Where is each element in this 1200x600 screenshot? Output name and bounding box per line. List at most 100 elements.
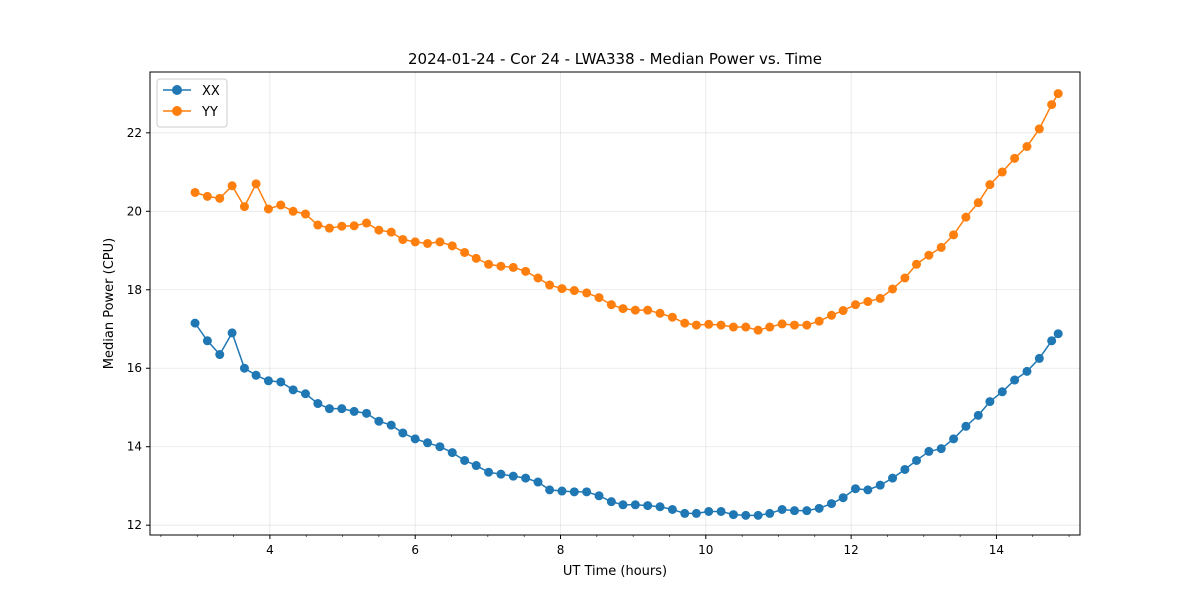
data-point-yy [912, 259, 922, 269]
data-point-yy [802, 320, 812, 330]
data-point-xx [1034, 353, 1044, 363]
data-point-yy [398, 235, 408, 245]
data-point-xx [484, 467, 494, 477]
data-point-xx [337, 404, 347, 414]
data-point-yy [777, 319, 787, 329]
data-point-xx [900, 464, 910, 474]
x-tick-label: 10 [698, 543, 713, 557]
y-tick-label: 16 [127, 361, 142, 375]
data-point-xx [863, 485, 873, 495]
data-point-yy [582, 288, 592, 298]
data-point-xx [251, 370, 261, 380]
data-point-yy [753, 325, 763, 335]
data-point-yy [716, 320, 726, 330]
data-point-xx [276, 377, 286, 387]
data-point-yy [374, 225, 384, 235]
data-point-yy [630, 305, 640, 315]
data-point-yy [606, 300, 616, 310]
data-point-xx [386, 420, 396, 430]
data-point-yy [251, 179, 261, 189]
data-point-yy [349, 221, 359, 231]
data-point-xx [973, 410, 983, 420]
data-point-xx [594, 491, 604, 501]
data-point-yy [936, 242, 946, 252]
data-point-xx [349, 406, 359, 416]
data-point-yy [496, 261, 506, 271]
data-point-yy [985, 180, 995, 190]
data-point-yy [460, 247, 470, 257]
data-point-xx [288, 385, 298, 395]
data-point-yy [410, 237, 420, 247]
series-layer [190, 89, 1063, 520]
data-point-xx [789, 506, 799, 516]
data-point-yy [949, 230, 959, 240]
series-yy [190, 89, 1063, 335]
data-point-xx [362, 408, 372, 418]
data-point-yy [961, 212, 971, 222]
data-point-xx [521, 473, 531, 483]
data-point-yy [618, 304, 628, 314]
grid [150, 72, 1080, 535]
data-point-xx [471, 461, 481, 471]
data-point-yy [888, 284, 898, 294]
data-point-xx [997, 387, 1007, 397]
data-point-xx [508, 471, 518, 481]
data-point-xx [936, 444, 946, 454]
x-tick-label: 6 [411, 543, 419, 557]
data-point-xx [618, 500, 628, 510]
data-point-yy [362, 218, 372, 228]
x-tick-label: 14 [989, 543, 1004, 557]
data-point-yy [643, 305, 653, 315]
data-point-xx [398, 428, 408, 438]
chart-title: 2024-01-24 - Cor 24 - LWA338 - Median Po… [408, 50, 822, 68]
data-point-xx [190, 318, 200, 328]
data-point-yy [324, 223, 334, 233]
data-point-yy [765, 322, 775, 332]
data-point-xx [410, 434, 420, 444]
data-point-yy [924, 250, 934, 260]
data-point-yy [508, 262, 518, 272]
data-point-yy [1010, 153, 1020, 163]
data-point-xx [239, 363, 249, 373]
y-tick-label: 20 [127, 204, 142, 218]
data-point-xx [680, 508, 690, 518]
data-point-xx [728, 510, 738, 520]
x-tick-label: 4 [266, 543, 274, 557]
legend-marker-yy [172, 106, 182, 116]
data-point-yy [239, 202, 249, 212]
data-point-yy [1022, 142, 1032, 152]
data-point-xx [545, 485, 555, 495]
data-point-yy [827, 310, 837, 320]
data-point-xx [582, 487, 592, 497]
data-point-xx [777, 505, 787, 514]
data-point-yy [288, 206, 298, 216]
data-point-xx [716, 506, 726, 516]
data-point-yy [850, 300, 860, 310]
data-point-yy [875, 293, 885, 303]
data-point-xx [655, 502, 665, 512]
data-point-yy [300, 209, 310, 219]
y-tick-label: 18 [127, 283, 142, 297]
x-tick-label: 12 [843, 543, 858, 557]
data-point-yy [215, 193, 225, 203]
data-point-xx [912, 455, 922, 465]
legend-marker-xx [172, 85, 182, 95]
x-axis-label: UT Time (hours) [563, 564, 667, 579]
data-point-yy [900, 273, 910, 283]
data-point-xx [704, 506, 714, 516]
y-tick-label: 12 [127, 518, 142, 532]
y-tick-label: 14 [127, 440, 142, 454]
data-point-xx [460, 455, 470, 465]
data-point-yy [313, 220, 323, 230]
data-point-yy [1034, 124, 1044, 134]
data-point-yy [667, 312, 677, 322]
data-point-yy [471, 253, 481, 263]
plot-frame [149, 71, 1081, 536]
data-point-yy [484, 259, 494, 269]
data-point-xx [691, 508, 701, 518]
data-point-yy [814, 316, 824, 326]
data-point-xx [496, 469, 506, 479]
data-point-yy [997, 167, 1007, 177]
data-point-xx [961, 421, 971, 431]
data-point-xx [300, 389, 310, 399]
